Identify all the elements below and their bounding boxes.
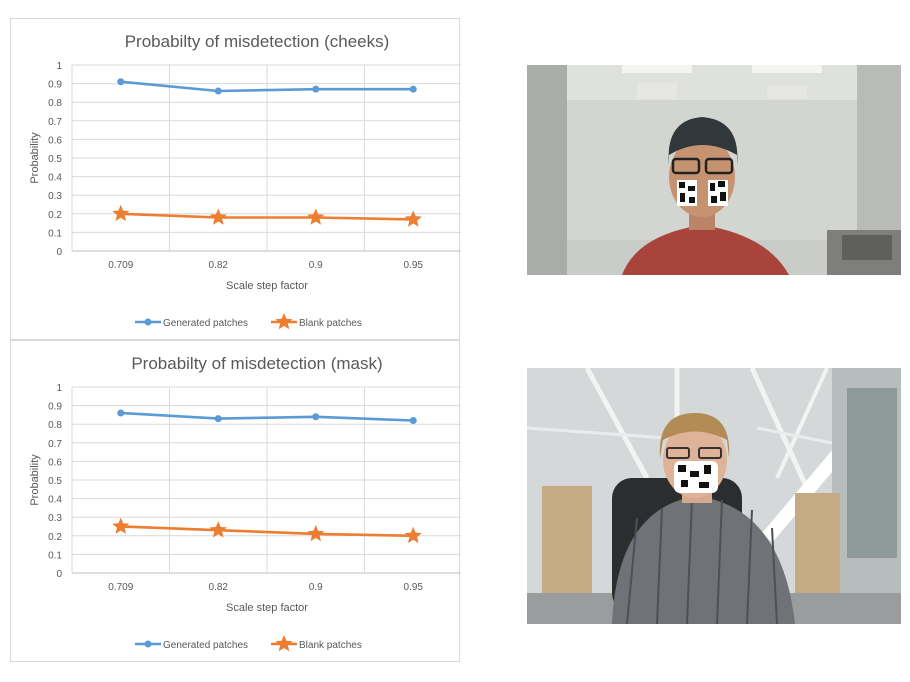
legend-marker-circle [144, 640, 152, 648]
chart-cheeks-svg: Probabilty of misdetection (cheeks) 0 0.1 0… [29, 32, 461, 330]
y-tick-label: 0.3 [48, 513, 62, 524]
y-tick-label: 0 [56, 247, 62, 258]
x-tick-label: 0.95 [404, 582, 424, 593]
legend-marker-circle [144, 318, 152, 326]
series-line-1 [120, 80, 414, 93]
x-axis-label: Scale step factor [226, 280, 308, 292]
legend-marker-star [275, 313, 293, 330]
series-line-1 [120, 411, 414, 422]
x-tick-label: 0.709 [108, 582, 133, 593]
y-tick-label: 0.2 [48, 532, 62, 543]
y-tick-label: 0.6 [48, 457, 62, 468]
x-tick-label: 0.9 [309, 260, 323, 271]
data-point-circle [117, 78, 125, 86]
y-tick-label: 0.2 [48, 210, 62, 221]
x-tick-label: 0.709 [108, 260, 133, 271]
chart-mask-svg: Probabilty of misdetection (mask) 0 0.1 0.2… [29, 354, 461, 652]
y-tick-label: 0.3 [48, 191, 62, 202]
data-point-circle [312, 85, 320, 93]
y-tick-label: 0.8 [48, 98, 62, 109]
y-tick-label: 0.9 [48, 80, 62, 91]
legend-label: Blank patches [299, 318, 362, 329]
data-point-star [307, 524, 325, 542]
x-tick-label: 0.82 [209, 582, 229, 593]
y-tick-label: 0 [56, 569, 62, 580]
y-tick-label: 0.7 [48, 439, 62, 450]
x-tick-label: 0.9 [309, 582, 323, 593]
y-tick-label: 0.4 [48, 495, 62, 506]
x-tick-label: 0.95 [404, 260, 424, 271]
y-tick-label: 0.6 [48, 135, 62, 146]
y-tick-label: 0.9 [48, 402, 62, 413]
data-point-star [404, 210, 422, 227]
chart-cheeks: Probabilty of misdetection (cheeks) 0 0.1 0… [10, 18, 461, 340]
data-point-star [112, 517, 130, 534]
data-point-circle [312, 413, 320, 421]
y-tick-label: 0.5 [48, 154, 62, 165]
data-point-star [112, 204, 130, 222]
data-point-circle [409, 85, 417, 93]
data-point-circle [117, 409, 125, 417]
data-point-star [307, 208, 325, 225]
legend-label: Generated patches [163, 318, 248, 329]
series-line-2 [120, 525, 414, 538]
data-point-circle [214, 87, 222, 95]
y-tick-label: 1 [56, 61, 62, 72]
y-tick-label: 0.7 [48, 117, 62, 128]
legend-marker-star [275, 635, 293, 652]
y-tick-label: 0.1 [48, 228, 62, 239]
y-tick-label: 0.1 [48, 550, 62, 561]
legend-label: Generated patches [163, 640, 248, 651]
chart-title: Probabilty of misdetection (cheeks) [125, 32, 390, 51]
data-point-circle [409, 416, 417, 424]
chart-mask: Probabilty of misdetection (mask) 0 0.1 0.2… [10, 340, 461, 662]
photo-mask-patch [527, 368, 901, 624]
series-line-2 [120, 212, 414, 221]
x-tick-label: 0.82 [209, 260, 229, 271]
legend-label: Blank patches [299, 640, 362, 651]
data-point-star [404, 526, 422, 544]
y-axis-label: Probability [29, 132, 41, 184]
y-tick-label: 0.8 [48, 420, 62, 431]
x-axis-label: Scale step factor [226, 602, 308, 614]
y-axis-label: Probability [29, 454, 41, 506]
y-tick-label: 0.4 [48, 173, 62, 184]
photo-cheeks-patches [527, 65, 901, 275]
y-tick-label: 1 [56, 383, 62, 394]
chart-title: Probabilty of misdetection (mask) [131, 354, 382, 373]
data-point-star [209, 521, 227, 538]
y-tick-label: 0.5 [48, 476, 62, 487]
data-point-circle [214, 415, 222, 423]
data-point-star [209, 208, 227, 225]
